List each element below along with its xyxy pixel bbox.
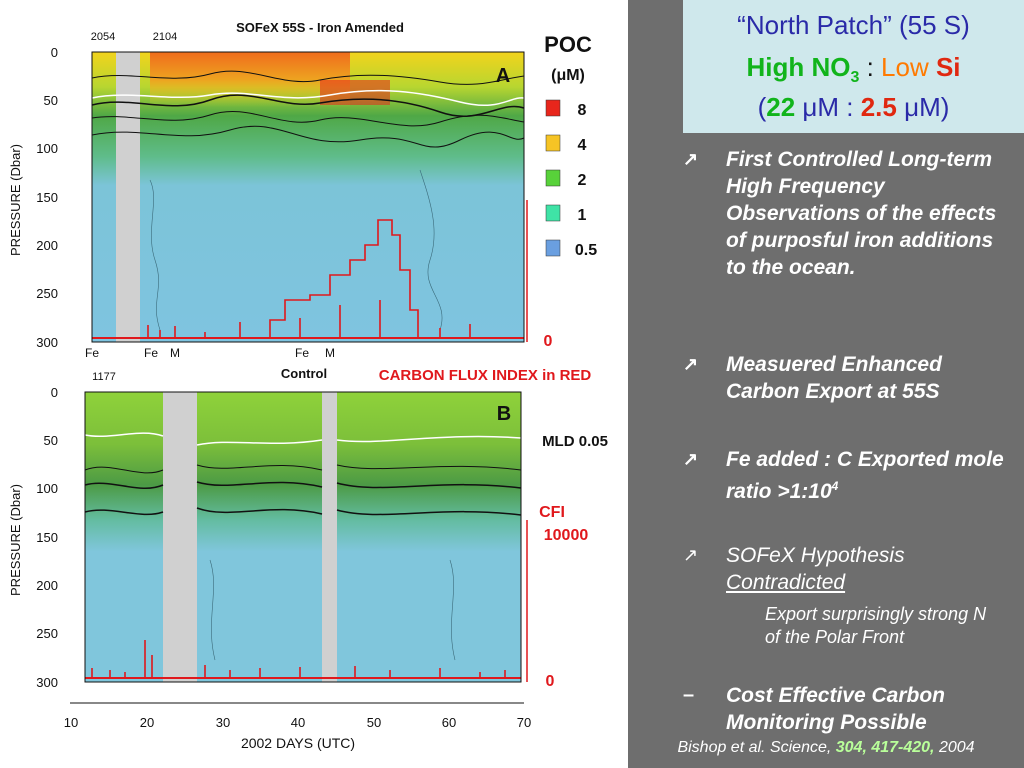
svg-text:M: M bbox=[170, 346, 180, 360]
panel-a-title: SOFeX 55S - Iron Amended bbox=[236, 20, 404, 35]
panel-b-y-axis: 0 50 100 150 200 250 300 bbox=[36, 385, 58, 690]
poc-legend: POC (μM) 8 4 2 1 0.5 bbox=[544, 32, 597, 259]
legend-label-1: 1 bbox=[578, 207, 587, 224]
figure-panel: SOFeX 55S - Iron Amended 2054 2104 A bbox=[8, 20, 608, 751]
svg-text:M: M bbox=[325, 346, 335, 360]
legend-label-05: 0.5 bbox=[575, 242, 597, 259]
poc-figure: SOFeX 55S - Iron Amended 2054 2104 A bbox=[8, 20, 608, 751]
arrow-icon: ↗ bbox=[683, 354, 699, 374]
legend-label-2: 2 bbox=[578, 172, 587, 189]
bullet-text-1: First Controlled Long-term High Frequenc… bbox=[726, 148, 997, 279]
bullet-text-3: Fe added : C Exported mole ratio >1:104 bbox=[726, 448, 1004, 503]
title-line-2: High NO3 : Low Si bbox=[746, 52, 961, 87]
svg-text:10: 10 bbox=[64, 715, 78, 730]
svg-text:50: 50 bbox=[367, 715, 381, 730]
dash-text: Cost Effective Carbon Monitoring Possibl… bbox=[726, 684, 945, 734]
panel-a-plot bbox=[70, 51, 528, 343]
svg-text:30: 30 bbox=[216, 715, 230, 730]
svg-text:150: 150 bbox=[36, 190, 58, 205]
svg-text:250: 250 bbox=[36, 286, 58, 301]
citation: Bishop et al. Science, 304, 417-420, 200… bbox=[677, 739, 975, 756]
x-axis: 10 20 30 40 50 60 70 bbox=[64, 702, 531, 730]
cfi-label: CFI bbox=[539, 504, 565, 521]
panel-b-plot bbox=[84, 391, 528, 683]
svg-text:0: 0 bbox=[51, 45, 58, 60]
legend-label-4: 4 bbox=[578, 137, 587, 154]
svg-text:100: 100 bbox=[36, 141, 58, 156]
legend-title: POC bbox=[544, 32, 592, 57]
float-id-b: 1177 bbox=[92, 371, 116, 383]
svg-text:20: 20 bbox=[140, 715, 154, 730]
x-axis-label: 2002 DAYS (UTC) bbox=[241, 735, 355, 751]
event-markers: Fe Fe M Fe M bbox=[85, 346, 335, 360]
svg-text:50: 50 bbox=[44, 433, 58, 448]
svg-text:70: 70 bbox=[517, 715, 531, 730]
panel-b-label: B bbox=[497, 403, 511, 425]
svg-text:100: 100 bbox=[36, 481, 58, 496]
title-line-3: (22 μM : 2.5 μM) bbox=[757, 92, 950, 122]
svg-text:200: 200 bbox=[36, 578, 58, 593]
mld-label: MLD 0.05 bbox=[542, 433, 608, 450]
svg-text:250: 250 bbox=[36, 626, 58, 641]
title-line-1: “North Patch” (55 S) bbox=[737, 10, 970, 40]
legend-label-8: 8 bbox=[578, 102, 587, 119]
legend-swatch-1 bbox=[545, 204, 561, 222]
svg-text:0: 0 bbox=[51, 385, 58, 400]
arrow-icon: ↗ bbox=[683, 449, 699, 469]
panel-a-y-axis: 0 50 100 150 200 250 300 bbox=[36, 45, 58, 350]
carbon-flux-label: CARBON FLUX INDEX in RED bbox=[379, 367, 592, 384]
slide-title-box: “North Patch” (55 S) High NO3 : Low Si (… bbox=[683, 0, 1024, 133]
panel-a-ylabel: PRESSURE (Dbar) bbox=[8, 144, 23, 256]
dash-mark: – bbox=[683, 684, 695, 706]
float-id-a1: 2054 bbox=[91, 31, 115, 43]
arrow-icon: ↗ bbox=[683, 149, 699, 169]
panel-a-label: A bbox=[496, 65, 510, 87]
svg-text:40: 40 bbox=[291, 715, 305, 730]
cfi-zero-b: 0 bbox=[546, 673, 555, 690]
text-panel: “North Patch” (55 S) High NO3 : Low Si (… bbox=[628, 0, 1024, 768]
svg-text:Fe: Fe bbox=[144, 346, 158, 360]
svg-text:150: 150 bbox=[36, 530, 58, 545]
svg-text:Fe: Fe bbox=[85, 346, 99, 360]
svg-text:300: 300 bbox=[36, 675, 58, 690]
bullet-text-4: SOFeX Hypothesis Contradicted bbox=[726, 544, 905, 594]
bullet-text-2: Measuered Enhanced Carbon Export at 55S bbox=[726, 353, 942, 403]
svg-text:200: 200 bbox=[36, 238, 58, 253]
svg-text:300: 300 bbox=[36, 335, 58, 350]
legend-swatch-4 bbox=[545, 134, 561, 152]
cfi-zero-a: 0 bbox=[544, 333, 553, 350]
svg-text:Fe: Fe bbox=[295, 346, 309, 360]
panel-b-title: Control bbox=[281, 366, 327, 381]
cfi-value: 10000 bbox=[544, 527, 589, 544]
svg-text:50: 50 bbox=[44, 93, 58, 108]
legend-swatch-05 bbox=[545, 239, 561, 257]
legend-swatch-2 bbox=[545, 169, 561, 187]
float-id-a2: 2104 bbox=[153, 31, 177, 43]
arrow-icon: ↗ bbox=[683, 545, 699, 565]
panel-b-ylabel: PRESSURE (Dbar) bbox=[8, 484, 23, 596]
sub-point: Export surprisingly strong N of the Pola… bbox=[765, 604, 987, 647]
svg-text:60: 60 bbox=[442, 715, 456, 730]
legend-swatch-8 bbox=[545, 99, 561, 117]
legend-unit: (μM) bbox=[551, 67, 585, 84]
